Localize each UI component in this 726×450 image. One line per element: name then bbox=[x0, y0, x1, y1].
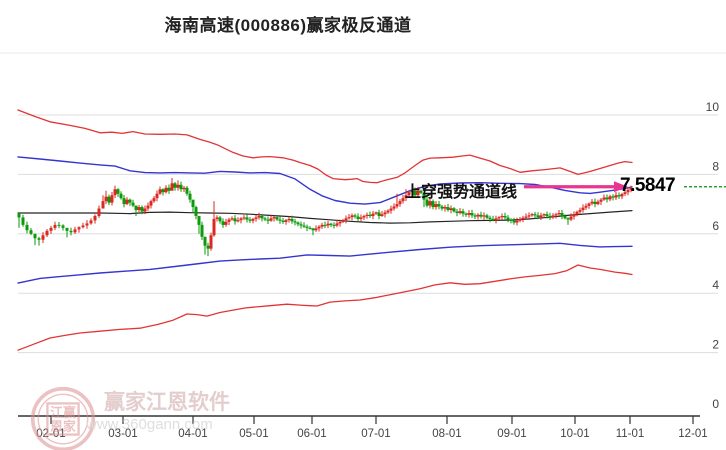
svg-text:07-01: 07-01 bbox=[361, 428, 390, 440]
svg-text:0: 0 bbox=[712, 397, 719, 411]
channel-line-lower-weak-blue bbox=[17, 242, 633, 284]
svg-text:06-01: 06-01 bbox=[297, 428, 326, 440]
svg-text:04-01: 04-01 bbox=[178, 428, 207, 440]
gridlines bbox=[18, 114, 718, 354]
svg-text:4: 4 bbox=[712, 278, 719, 292]
breakout-arrow bbox=[524, 181, 628, 193]
y-axis-labels: 10 8 6 4 2 0 bbox=[706, 100, 720, 411]
svg-text:10: 10 bbox=[706, 100, 720, 114]
x-axis: 02-01 03-01 04-01 05-01 06-01 07-01 08-01 09-01… bbox=[18, 415, 708, 440]
svg-text:02-01: 02-01 bbox=[36, 428, 65, 440]
channel-line-upper-outer-red bbox=[17, 109, 633, 184]
svg-text:6: 6 bbox=[712, 219, 719, 233]
svg-text:05-01: 05-01 bbox=[239, 428, 268, 440]
chart-title: 海南高速(000886)赢家极反通道 bbox=[164, 16, 412, 35]
channel-line-life-line-black bbox=[17, 210, 633, 224]
svg-text:08-01: 08-01 bbox=[432, 428, 461, 440]
svg-text:09-01: 09-01 bbox=[497, 428, 526, 440]
breakout-signal-label: 上穿强势通道线 bbox=[405, 184, 518, 201]
svg-text:8: 8 bbox=[712, 159, 719, 173]
svg-text:2: 2 bbox=[712, 338, 719, 352]
candles bbox=[17, 177, 633, 257]
svg-text:10-01: 10-01 bbox=[560, 428, 589, 440]
current-price-label: 7.5847 bbox=[620, 175, 676, 196]
svg-text:03-01: 03-01 bbox=[108, 428, 137, 440]
svg-text:11-01: 11-01 bbox=[616, 428, 645, 440]
svg-text:12-01: 12-01 bbox=[678, 428, 707, 440]
channel-line-lower-outer-red bbox=[17, 264, 633, 351]
